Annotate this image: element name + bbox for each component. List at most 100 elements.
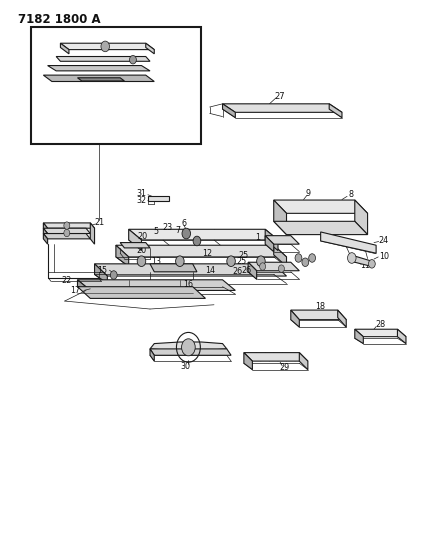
Text: 12: 12 — [202, 249, 213, 259]
Polygon shape — [244, 353, 253, 369]
Polygon shape — [321, 232, 376, 253]
Text: 20: 20 — [137, 232, 147, 241]
Polygon shape — [43, 223, 48, 233]
Polygon shape — [274, 221, 368, 235]
Polygon shape — [248, 262, 257, 279]
Polygon shape — [265, 236, 299, 244]
Text: 2: 2 — [162, 56, 168, 64]
Circle shape — [279, 265, 284, 272]
Text: 26: 26 — [241, 266, 252, 274]
Polygon shape — [60, 43, 154, 50]
Polygon shape — [355, 200, 368, 235]
Polygon shape — [129, 229, 278, 240]
Circle shape — [110, 271, 117, 279]
Polygon shape — [43, 228, 48, 239]
Polygon shape — [43, 233, 90, 239]
Polygon shape — [291, 310, 346, 320]
Text: 5: 5 — [154, 228, 159, 237]
Circle shape — [182, 228, 190, 239]
Polygon shape — [265, 229, 278, 251]
Polygon shape — [338, 310, 346, 327]
Polygon shape — [265, 236, 274, 252]
Text: 26: 26 — [232, 268, 243, 276]
Polygon shape — [77, 280, 90, 294]
Text: 10: 10 — [379, 253, 389, 261]
Text: 24: 24 — [379, 237, 389, 246]
Circle shape — [295, 254, 302, 262]
Text: 28: 28 — [375, 320, 386, 329]
Text: 1: 1 — [255, 233, 260, 242]
Circle shape — [369, 260, 375, 268]
Text: 6: 6 — [181, 220, 187, 229]
Text: 23: 23 — [162, 223, 172, 232]
Polygon shape — [116, 245, 286, 257]
Text: 4: 4 — [162, 75, 168, 84]
Polygon shape — [355, 329, 363, 344]
Polygon shape — [95, 264, 286, 276]
Polygon shape — [274, 245, 286, 266]
Text: 25: 25 — [237, 257, 247, 265]
Text: 17: 17 — [70, 286, 80, 295]
Text: 11: 11 — [360, 261, 371, 270]
Text: 25: 25 — [238, 252, 248, 260]
Circle shape — [101, 41, 110, 52]
Circle shape — [260, 263, 266, 270]
Text: 18: 18 — [316, 302, 326, 311]
Polygon shape — [274, 200, 286, 235]
Text: 21: 21 — [95, 219, 105, 228]
Text: 9: 9 — [305, 189, 310, 198]
Text: 19: 19 — [81, 35, 91, 44]
Polygon shape — [60, 43, 69, 54]
Polygon shape — [150, 349, 231, 356]
Circle shape — [348, 253, 356, 263]
Polygon shape — [398, 329, 406, 344]
Polygon shape — [223, 104, 235, 118]
Circle shape — [302, 258, 309, 266]
Polygon shape — [43, 233, 48, 244]
Text: 15: 15 — [97, 266, 107, 274]
Polygon shape — [95, 264, 107, 284]
Circle shape — [130, 55, 137, 64]
Polygon shape — [355, 329, 406, 337]
Text: 13: 13 — [152, 257, 161, 265]
Polygon shape — [248, 262, 299, 271]
Circle shape — [64, 229, 70, 237]
Polygon shape — [120, 243, 150, 248]
Polygon shape — [43, 223, 95, 228]
Polygon shape — [129, 229, 142, 251]
Polygon shape — [148, 196, 169, 200]
Text: 8: 8 — [348, 190, 353, 199]
Circle shape — [257, 256, 265, 266]
Text: 31: 31 — [137, 189, 146, 198]
Polygon shape — [299, 353, 308, 369]
Circle shape — [193, 236, 201, 246]
Polygon shape — [77, 280, 235, 290]
Polygon shape — [223, 104, 342, 112]
Circle shape — [175, 256, 184, 266]
Polygon shape — [274, 200, 368, 213]
Polygon shape — [150, 342, 227, 352]
Polygon shape — [116, 245, 129, 266]
Circle shape — [227, 256, 235, 266]
Text: 20: 20 — [137, 246, 146, 255]
Text: 7182 1800 A: 7182 1800 A — [18, 13, 101, 26]
Polygon shape — [150, 264, 197, 272]
Text: 27: 27 — [275, 92, 285, 101]
Polygon shape — [150, 349, 154, 361]
Text: 30: 30 — [181, 362, 191, 371]
Polygon shape — [244, 353, 308, 361]
Polygon shape — [329, 104, 342, 118]
Polygon shape — [291, 310, 299, 327]
Polygon shape — [351, 255, 372, 266]
Polygon shape — [146, 43, 154, 54]
Polygon shape — [56, 56, 150, 61]
Circle shape — [181, 339, 195, 356]
Circle shape — [137, 256, 146, 266]
Bar — [30, 27, 201, 144]
Text: 7: 7 — [175, 227, 180, 236]
Polygon shape — [43, 75, 154, 82]
Circle shape — [309, 254, 315, 262]
Polygon shape — [48, 66, 150, 71]
Circle shape — [64, 222, 70, 229]
Text: 14: 14 — [205, 266, 215, 275]
